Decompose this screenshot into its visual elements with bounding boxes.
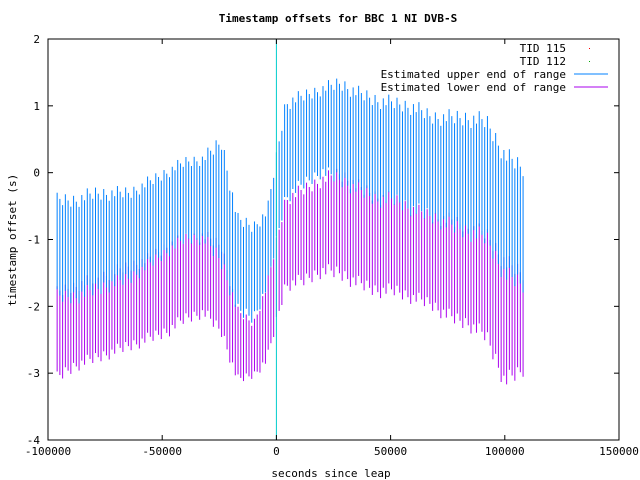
y-tick-label: -3 <box>27 367 40 380</box>
y-axis: -4 -3 -2 -1 0 1 2 <box>27 33 619 447</box>
x-tick-label: 100000 <box>485 445 525 458</box>
x-tick-label: -50000 <box>142 445 182 458</box>
chart-title: Timestamp offsets for BBC 1 NI DVB-S <box>219 12 457 25</box>
y-tick-label: -4 <box>27 434 41 447</box>
y-tick-label: 1 <box>33 100 40 113</box>
data-series-group <box>56 78 524 385</box>
legend-label: TID 112 <box>520 55 566 68</box>
x-tick-label: 150000 <box>599 445 639 458</box>
y-tick-label: 0 <box>33 167 40 180</box>
legend-label: Estimated upper end of range <box>381 68 566 81</box>
legend-point-swatch <box>589 48 590 49</box>
y-tick-label: 2 <box>33 33 40 46</box>
legend-point-swatch <box>589 61 590 62</box>
x-axis: -100000 -50000 0 50000 100000 150000 <box>25 39 639 458</box>
plot-area <box>47 38 620 441</box>
x-tick-label: -100000 <box>25 445 71 458</box>
y-tick-label: -1 <box>27 234 40 247</box>
x-axis-label: seconds since leap <box>271 467 390 480</box>
x-tick-label: 0 <box>273 445 280 458</box>
legend-label: Estimated lower end of range <box>381 81 566 94</box>
x-tick-label: 50000 <box>374 445 407 458</box>
series-estimated-lower-end-of-range <box>56 168 524 385</box>
series-estimated-upper-end-of-range <box>56 78 524 323</box>
y-tick-label: -2 <box>27 300 40 313</box>
y-axis-label: timestamp offset (s) <box>6 174 19 306</box>
legend-label: TID 115 <box>520 42 566 55</box>
